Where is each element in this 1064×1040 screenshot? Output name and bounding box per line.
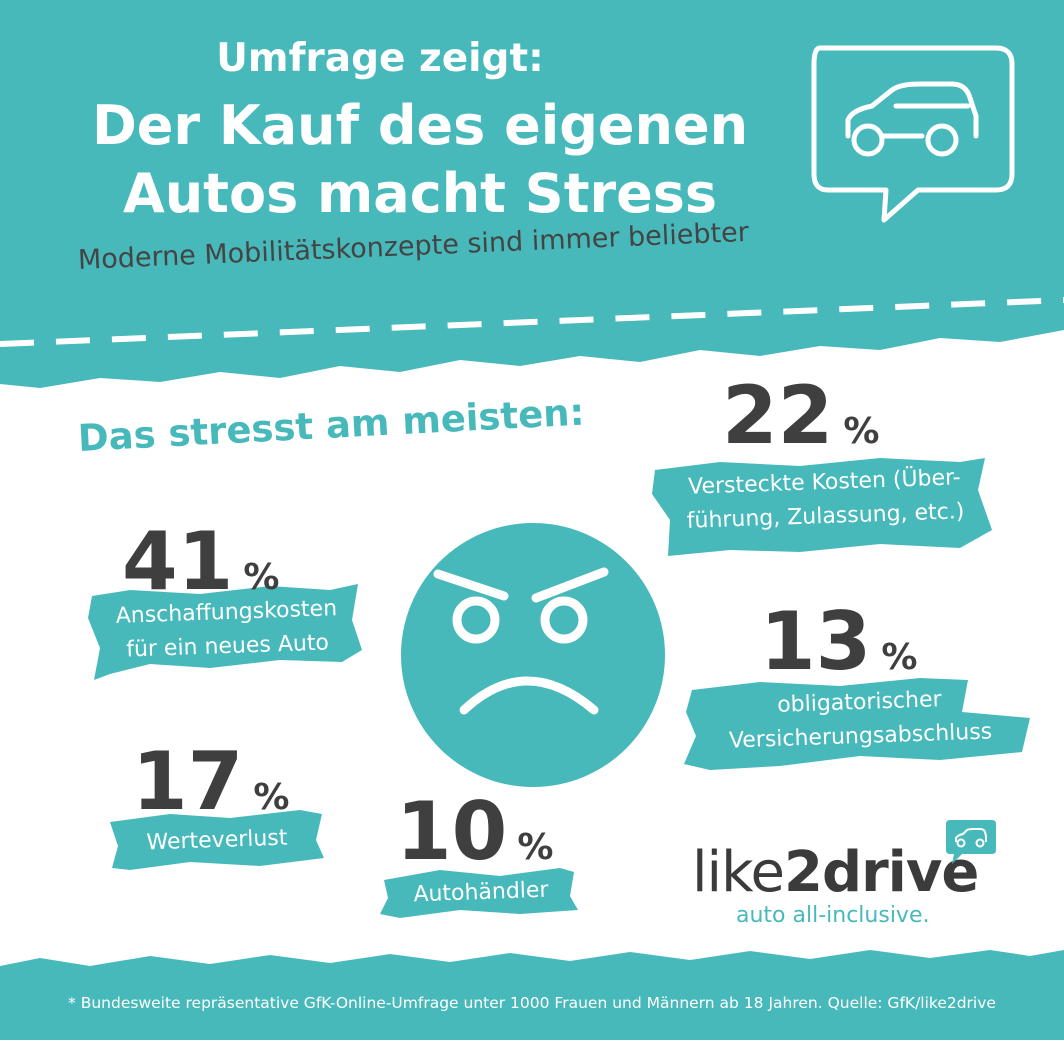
header-title: Der Kauf des eigenen Autos macht Stress	[60, 92, 780, 228]
stat-10-label: Autohändler	[385, 873, 576, 914]
stat-41-value: 41	[122, 515, 234, 608]
header-title-line1: Der Kauf des eigenen	[91, 94, 749, 157]
stat-10-label-line1: Autohändler	[413, 877, 549, 908]
dashed-divider	[0, 297, 1064, 347]
ribbon-13	[684, 678, 1030, 770]
stat-22: 22%	[722, 374, 879, 458]
stat-17-value: 17	[132, 735, 244, 828]
header-band	[0, 0, 1064, 388]
stat-22-unit: %	[843, 411, 880, 452]
footer-band	[0, 950, 1064, 1040]
stat-13-unit: %	[881, 637, 918, 678]
stat-17: 17%	[132, 740, 289, 824]
logo-tagline: auto all-inclusive.	[736, 903, 930, 928]
stat-41-unit: %	[243, 557, 280, 598]
ribbon-17	[110, 810, 324, 870]
car-speech-bubble-icon	[811, 45, 1015, 223]
stat-10: 10%	[396, 790, 553, 874]
ribbon-41	[88, 584, 362, 680]
stat-22-value: 22	[722, 369, 834, 462]
logo-car-bubble-icon	[946, 820, 996, 864]
logo-wordmark: like2drive	[692, 840, 979, 906]
header-kicker: Umfrage zeigt:	[216, 36, 544, 81]
stat-13: 13%	[760, 600, 917, 684]
stat-10-value: 10	[396, 785, 508, 878]
angry-face-icon	[401, 523, 665, 787]
stat-13-label: obligatorischer Versicherungsabschluss	[693, 680, 1027, 760]
stat-13-value: 13	[760, 595, 872, 688]
header-title-line2: Autos macht Stress	[122, 162, 718, 225]
stat-17-unit: %	[253, 777, 290, 818]
logo-brand-light: like	[692, 840, 785, 905]
stat-22-label: Versteckte Kosten (Über- führung, Zulass…	[659, 460, 991, 539]
ribbon-22	[652, 458, 992, 556]
stat-10-unit: %	[517, 827, 554, 868]
stat-41-label: Anschaffungskosten für ein neues Auto	[95, 591, 359, 668]
ribbon-10	[380, 868, 578, 918]
car-icon	[845, 81, 979, 157]
footer-note: * Bundesweite repräsentative GfK-Online-…	[68, 994, 996, 1012]
stat-41: 41%	[122, 520, 279, 604]
